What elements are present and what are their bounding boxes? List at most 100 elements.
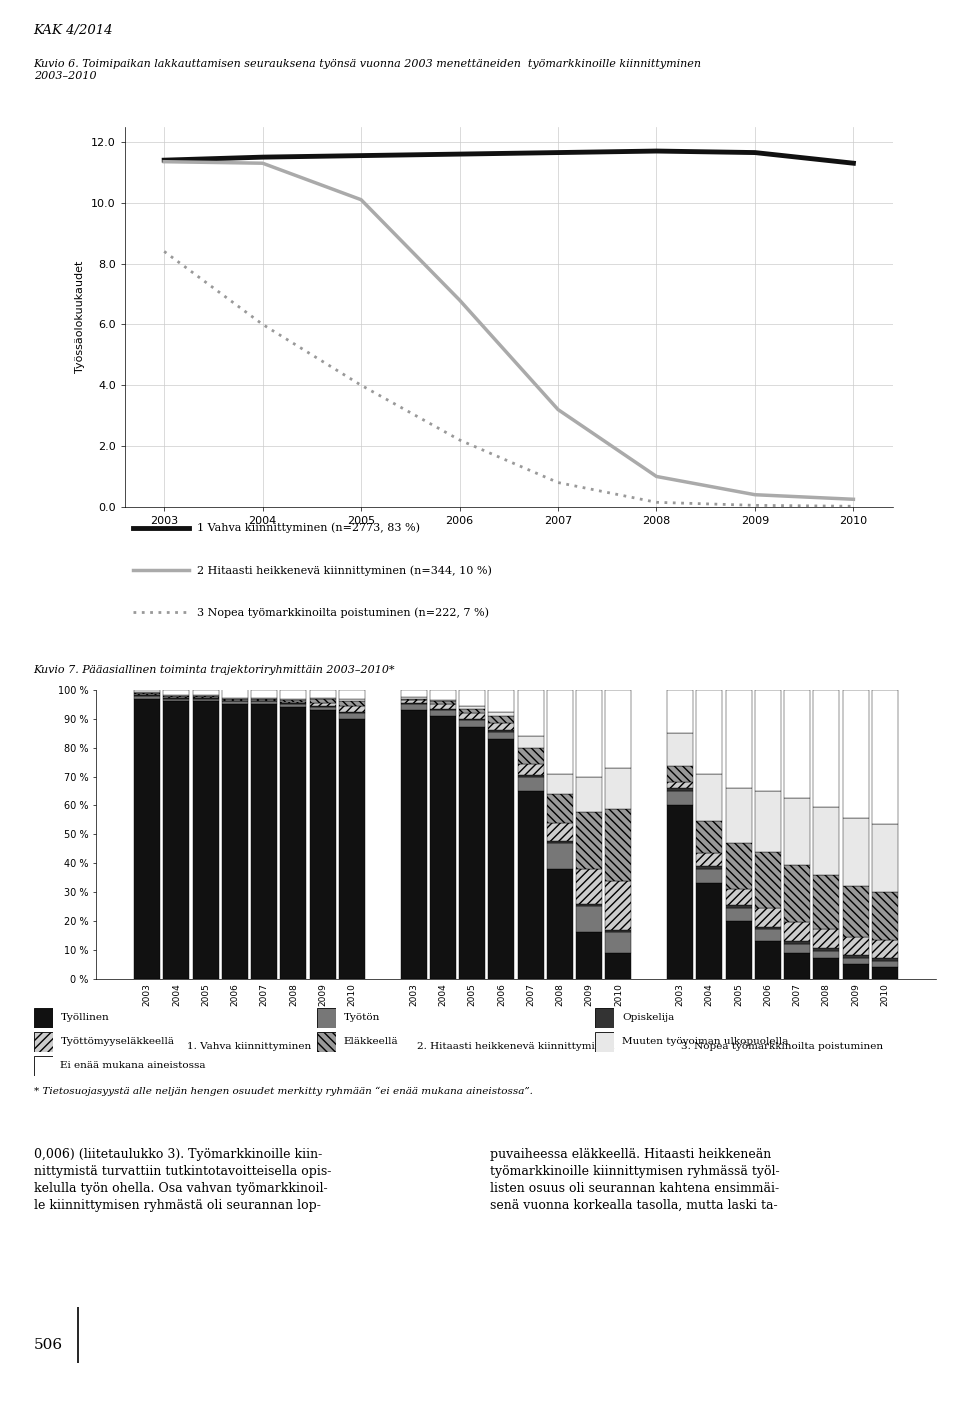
Bar xyxy=(430,700,456,701)
Bar xyxy=(726,905,752,908)
Text: Kuvio 7. Pääasiallinen toiminta trajektoriryhmittäin 2003–2010*: Kuvio 7. Pääasiallinen toiminta trajekto… xyxy=(34,665,396,674)
Text: * Tietosuojasyystä alle neljän hengen osuudet merkitty ryhmään “ei enää mukana a: * Tietosuojasyystä alle neljän hengen os… xyxy=(34,1087,533,1097)
Bar xyxy=(813,874,839,929)
Bar xyxy=(843,886,869,936)
Bar xyxy=(576,932,602,979)
Bar xyxy=(547,843,573,869)
Bar xyxy=(726,921,752,979)
Bar xyxy=(667,791,693,805)
Bar xyxy=(784,865,810,922)
Bar xyxy=(813,959,839,979)
Bar xyxy=(755,926,780,929)
Bar xyxy=(872,939,898,959)
Bar xyxy=(606,808,632,881)
Bar xyxy=(517,736,543,748)
Bar xyxy=(813,952,839,959)
Bar xyxy=(576,907,602,932)
Bar xyxy=(696,690,722,773)
Text: Ei enää mukana aineistossa: Ei enää mukana aineistossa xyxy=(60,1062,206,1070)
Bar xyxy=(430,710,456,715)
Bar xyxy=(667,734,693,766)
Bar xyxy=(517,748,543,763)
Bar xyxy=(400,700,426,703)
Bar xyxy=(310,710,336,979)
Bar xyxy=(339,712,365,718)
Bar xyxy=(547,841,573,843)
Bar xyxy=(843,959,869,964)
Bar xyxy=(134,696,160,698)
Bar xyxy=(459,690,485,705)
Bar xyxy=(726,788,752,843)
Bar xyxy=(755,690,780,791)
Bar xyxy=(517,776,543,791)
Bar xyxy=(430,690,456,700)
Bar xyxy=(193,690,219,696)
Text: Työttömyyseläkkeellä: Työttömyyseläkkeellä xyxy=(60,1038,175,1046)
Bar xyxy=(339,718,365,979)
Bar xyxy=(489,724,515,731)
Bar xyxy=(517,763,543,774)
Bar xyxy=(163,698,189,701)
Bar xyxy=(193,701,219,979)
Bar xyxy=(667,788,693,791)
Bar xyxy=(459,718,485,721)
Bar xyxy=(547,690,573,774)
Bar xyxy=(755,791,780,852)
Bar xyxy=(872,893,898,939)
Text: 1. Vahva kiinnittyminen: 1. Vahva kiinnittyminen xyxy=(187,1042,312,1050)
Bar xyxy=(163,701,189,979)
Bar xyxy=(726,888,752,905)
Bar xyxy=(784,953,810,979)
Bar xyxy=(696,821,722,853)
Bar xyxy=(430,704,456,708)
Bar xyxy=(696,866,722,869)
Bar xyxy=(459,728,485,979)
Bar xyxy=(576,690,602,777)
Text: 2. Hitaasti heikkenevä kiinnittyminen: 2. Hitaasti heikkenevä kiinnittyminen xyxy=(418,1042,614,1050)
Text: Työllinen: Työllinen xyxy=(60,1014,109,1022)
Bar xyxy=(696,773,722,821)
Text: Työtön: Työtön xyxy=(344,1014,380,1022)
Text: 3. Nopea työmarkkinoilta poistuminen: 3. Nopea työmarkkinoilta poistuminen xyxy=(682,1042,883,1050)
Bar xyxy=(400,698,426,700)
Bar xyxy=(459,721,485,728)
Text: 506: 506 xyxy=(34,1338,62,1352)
Bar xyxy=(339,700,365,701)
Bar xyxy=(489,715,515,724)
Bar xyxy=(222,687,248,698)
Bar xyxy=(784,798,810,865)
Bar xyxy=(489,732,515,739)
Bar xyxy=(547,774,573,794)
Bar xyxy=(872,959,898,962)
Bar xyxy=(755,908,780,926)
Bar xyxy=(310,703,336,707)
Bar xyxy=(606,953,632,979)
Text: 1 Vahva kiinnittyminen (n=2773, 83 %): 1 Vahva kiinnittyminen (n=2773, 83 %) xyxy=(197,522,420,534)
Y-axis label: Työssäolokuukaudet: Työssäolokuukaudet xyxy=(76,260,85,373)
Bar xyxy=(489,731,515,732)
Bar xyxy=(726,690,752,788)
Bar xyxy=(872,967,898,979)
Bar xyxy=(667,805,693,979)
Bar xyxy=(784,943,810,953)
Bar xyxy=(280,698,306,700)
Bar xyxy=(696,853,722,866)
Bar xyxy=(280,700,306,703)
Bar xyxy=(696,869,722,883)
Bar xyxy=(872,824,898,893)
Bar xyxy=(843,964,869,979)
Bar xyxy=(784,941,810,943)
Bar xyxy=(430,701,456,704)
Bar xyxy=(606,932,632,953)
Bar xyxy=(606,931,632,932)
Bar xyxy=(606,881,632,931)
Bar xyxy=(606,769,632,808)
Bar xyxy=(489,711,515,715)
Bar xyxy=(280,690,306,698)
Bar xyxy=(576,777,602,812)
Bar xyxy=(755,852,780,908)
Text: 3 Nopea työmarkkinoilta poistuminen (n=222, 7 %): 3 Nopea työmarkkinoilta poistuminen (n=2… xyxy=(197,607,489,618)
Bar xyxy=(667,690,693,734)
Bar xyxy=(459,708,485,712)
Bar xyxy=(252,701,277,704)
